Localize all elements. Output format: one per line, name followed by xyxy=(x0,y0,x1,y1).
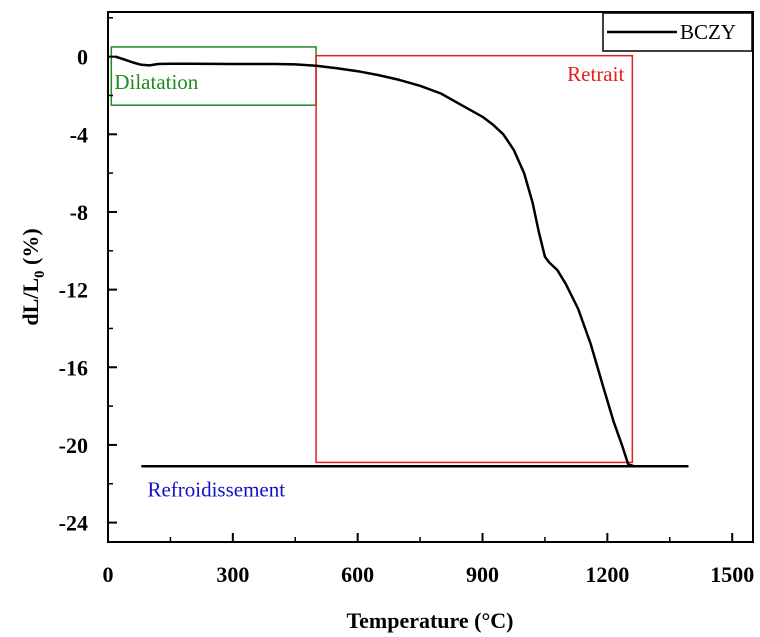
y-tick-label: 0 xyxy=(77,45,88,70)
series-line-heating xyxy=(115,55,689,468)
x-tick-label: 0 xyxy=(103,562,114,587)
annotation-label-retrait: Retrait xyxy=(567,62,624,86)
x-axis-title: Temperature (°C) xyxy=(346,608,513,633)
x-tick-label: 600 xyxy=(341,562,374,587)
x-tick-label: 1500 xyxy=(710,562,754,587)
y-axis-title-unit: (%) xyxy=(18,228,43,270)
y-tick-label: -12 xyxy=(59,278,88,303)
y-tick-label: -4 xyxy=(70,122,88,147)
y-axis-title-main: dL/L xyxy=(18,278,43,326)
y-axis: 0 -4 -8 -12 -16 -20 -24 xyxy=(59,17,117,536)
x-axis: 0 300 600 900 1200 1500 xyxy=(103,533,754,587)
y-tick-label: -24 xyxy=(59,511,88,536)
y-tick-label: -20 xyxy=(59,433,88,458)
x-tick-label: 1200 xyxy=(585,562,629,587)
plot-area: Dilatation Retrait Refroidissement xyxy=(107,11,754,543)
annotation-label-refroidissement: Refroidissement xyxy=(147,478,285,502)
x-tick-label: 900 xyxy=(466,562,499,587)
y-tick-label: -8 xyxy=(70,200,88,225)
annotation-boxes xyxy=(110,46,634,464)
annotation-label-dilatation: Dilatation xyxy=(114,70,198,94)
y-tick-label: -16 xyxy=(59,355,88,380)
annotation-box-retrait xyxy=(315,54,634,464)
legend: BCZY xyxy=(602,12,753,52)
x-tick-label: 300 xyxy=(216,562,249,587)
y-axis-title: dL/L0 (%) xyxy=(18,228,48,325)
y-axis-title-subscript: 0 xyxy=(32,270,48,278)
plot-frame xyxy=(107,11,754,543)
legend-label: BCZY xyxy=(680,20,736,44)
series-layer xyxy=(115,55,689,468)
annotation-labels: Dilatation Retrait Refroidissement xyxy=(114,62,624,501)
